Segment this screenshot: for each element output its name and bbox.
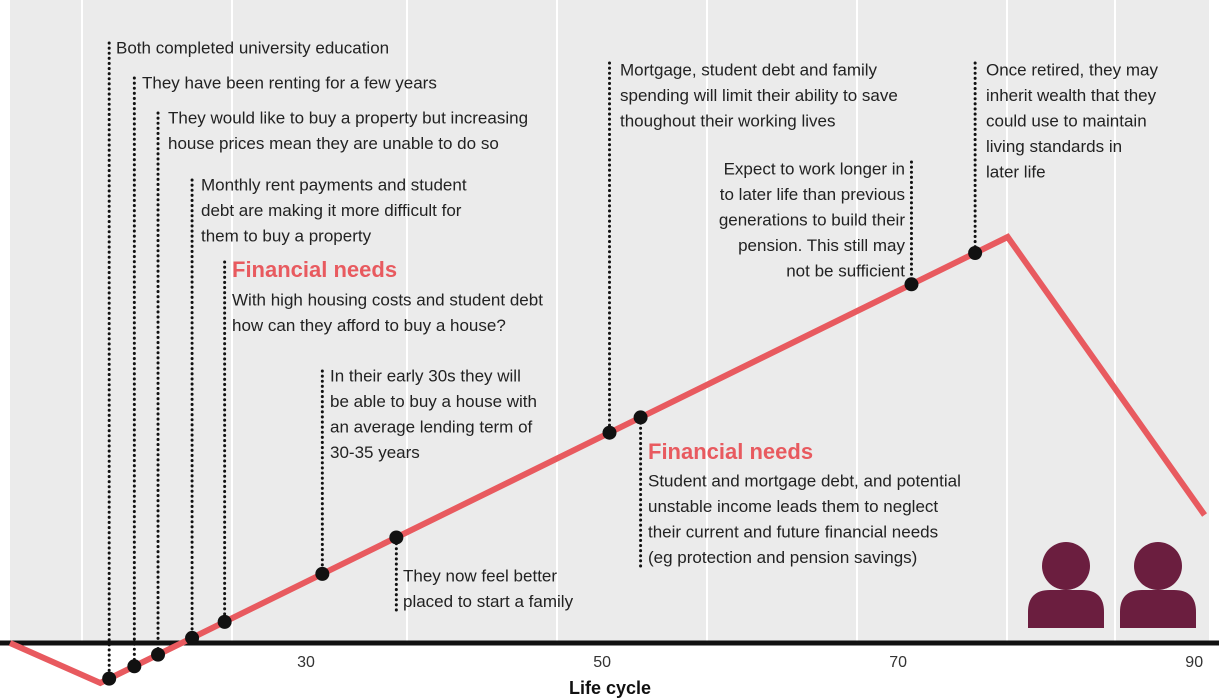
x-axis-title: Life cycle [569,678,651,698]
event-dot [389,530,404,545]
annotation-text: house prices mean they are unable to do … [168,134,499,153]
annotation-text: Monthly rent payments and student [201,175,467,194]
x-tick-label: 50 [593,654,611,671]
annotation-text: In their early 30s they will [330,366,521,385]
event-dot [602,425,617,440]
annotation-text: to later life than previous [720,185,905,204]
background-stripes [81,0,1116,643]
x-tick-label: 90 [1185,654,1203,671]
annotation-text: thoughout their working lives [620,111,835,130]
event-dot [315,566,330,581]
event-dot [217,614,232,629]
event-dot [633,410,648,425]
event-dot [151,647,166,662]
annotation-text: Mortgage, student debt and family [620,60,878,79]
annotation-text: They would like to buy a property but in… [168,108,528,127]
annotation-text: could use to maintain [986,111,1147,130]
annotation-text: unstable income leads them to neglect [648,497,938,516]
event-dot [968,246,983,261]
annotation-heading: Financial needs [232,257,397,282]
event-dot [904,277,919,292]
x-tick-label: 70 [889,654,907,671]
annotation-text: Expect to work longer in [724,159,905,178]
annotation-text: They now feel better [403,566,557,585]
people-icon [1028,542,1196,628]
annotation-text: an average lending term of [330,417,533,436]
annotation-text: living standards in [986,137,1122,156]
annotation-text: generations to build their [719,210,906,229]
event-dot [185,630,200,645]
annotation-heading: Financial needs [648,439,813,464]
annotation-text: how can they afford to buy a house? [232,316,506,335]
plot-background [10,0,1209,643]
annotation-text: later life [986,162,1046,181]
annotation-text: their current and future financial needs [648,522,938,541]
annotation-text: inherit wealth that they [986,86,1157,105]
x-tick-label: 30 [297,654,315,671]
annotation-text: With high housing costs and student debt [232,290,543,309]
annotation-text: pension. This still may [738,236,905,255]
annotation-text: (eg protection and pension savings) [648,548,917,567]
event-dot [127,659,142,674]
annotation-text: Both completed university education [116,38,389,57]
annotation-text: them to buy a property [201,226,372,245]
annotation-text: not be sufficient [786,261,905,280]
life-line [8,233,1208,687]
annotation-text: placed to start a family [403,592,574,611]
annotations: Both completed university education They … [102,38,1158,686]
annotation-text: debt are making it more difficult for [201,201,462,220]
annotation-text: Once retired, they may [986,60,1158,79]
annotation-text: spending will limit their ability to sav… [620,86,898,105]
annotation-text: be able to buy a house with [330,392,537,411]
event-dot [102,671,117,686]
annotation-text: 30-35 years [330,443,420,462]
annotation-text: They have been renting for a few years [142,73,437,92]
annotation-text: Student and mortgage debt, and potential [648,471,961,490]
